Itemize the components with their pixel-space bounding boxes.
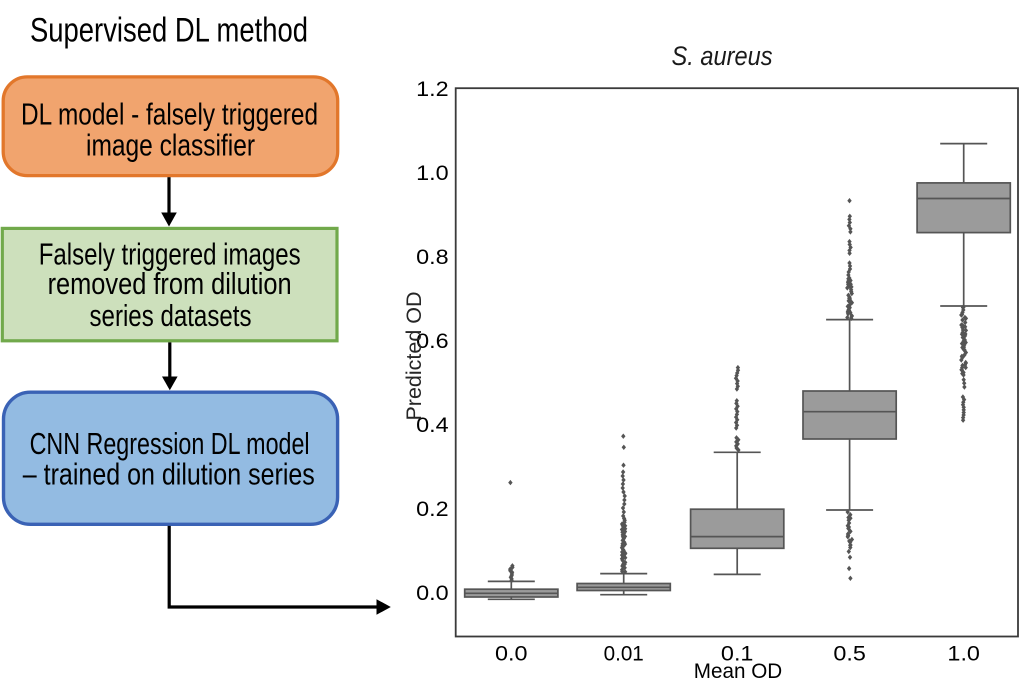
svg-text:0.2: 0.2 xyxy=(416,497,449,521)
svg-text:0.0: 0.0 xyxy=(495,642,528,666)
svg-text:Supervised DL method: Supervised DL method xyxy=(30,12,308,50)
svg-text:Predicted OD: Predicted OD xyxy=(402,291,426,420)
svg-text:Falsely triggered images: Falsely triggered images xyxy=(39,237,301,271)
svg-text:– trained on dilution series: – trained on dilution series xyxy=(23,458,315,492)
svg-text:0.4: 0.4 xyxy=(416,413,449,437)
svg-text:0.1: 0.1 xyxy=(721,642,754,666)
svg-text:0.6: 0.6 xyxy=(416,329,449,353)
svg-text:1.0: 1.0 xyxy=(947,642,980,666)
svg-text:1.0: 1.0 xyxy=(416,161,449,185)
svg-text:series datasets: series datasets xyxy=(90,299,252,333)
svg-text:0.01: 0.01 xyxy=(604,642,644,666)
svg-text:CNN Regression DL model: CNN Regression DL model xyxy=(30,427,310,461)
svg-text:image classifier: image classifier xyxy=(86,129,255,163)
svg-text:removed from dilution: removed from dilution xyxy=(48,267,292,301)
svg-text:0.8: 0.8 xyxy=(416,245,449,269)
svg-text:0.0: 0.0 xyxy=(416,581,449,605)
svg-text:0.5: 0.5 xyxy=(833,642,866,666)
svg-text:DL model - falsely triggered: DL model - falsely triggered xyxy=(21,98,318,132)
svg-text:S. aureus: S. aureus xyxy=(672,41,773,71)
svg-text:1.2: 1.2 xyxy=(416,77,449,101)
svg-text:Mean OD: Mean OD xyxy=(694,659,782,683)
